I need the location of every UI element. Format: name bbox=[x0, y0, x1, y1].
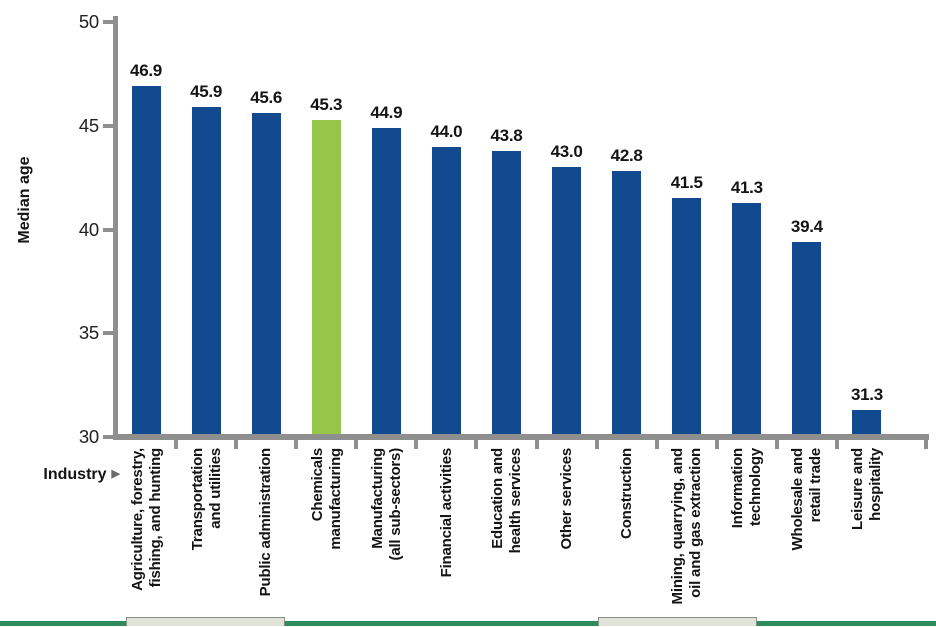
x-category-label-line: Leisure and bbox=[849, 448, 867, 530]
y-tick-label: 35 bbox=[78, 322, 99, 344]
bar-value-label: 41.3 bbox=[730, 177, 763, 197]
bar-value-label: 41.5 bbox=[670, 173, 703, 193]
x-category-label-text: Manufacturing (all sub-sectors) bbox=[369, 448, 404, 618]
x-category-label-text: Financial activities bbox=[438, 448, 456, 618]
bar bbox=[612, 171, 642, 434]
x-category-label-text: Wholesale and retail trade bbox=[789, 448, 824, 618]
x-category-label-line: (all sub-sectors) bbox=[386, 448, 404, 561]
bar-value-label: 45.9 bbox=[190, 82, 223, 102]
x-category-label-line: Financial activities bbox=[437, 448, 455, 578]
x-category-label-line: oil and gas extraction bbox=[686, 448, 704, 598]
x-category-label-line: Construction bbox=[617, 448, 635, 539]
footer-line bbox=[0, 621, 936, 626]
y-tick bbox=[103, 227, 113, 232]
bar bbox=[672, 198, 702, 434]
industry-arrow-icon: ▶ bbox=[111, 468, 120, 480]
footer-segment bbox=[126, 617, 285, 626]
bar-value-label: 39.4 bbox=[790, 216, 823, 236]
x-category-label-text: Agriculture, forestry, fishing, and hunti… bbox=[129, 448, 164, 618]
x-category-label-text: Mining, quarrying, and oil and gas extrac… bbox=[669, 448, 704, 618]
bar bbox=[552, 167, 582, 434]
bar bbox=[191, 107, 221, 434]
x-axis-title: Industry ▶ bbox=[20, 466, 120, 484]
x-category-label-text: Information technology bbox=[729, 448, 764, 618]
x-category-label-line: health services bbox=[506, 448, 524, 554]
x-category-label-line: Wholesale and bbox=[789, 448, 807, 551]
x-category-label-line: retail trade bbox=[806, 448, 824, 523]
x-category-label-line: Public administration bbox=[257, 448, 275, 597]
x-category-label-line: Manufacturing bbox=[368, 448, 386, 549]
y-axis-line bbox=[113, 16, 118, 440]
x-tick bbox=[294, 440, 299, 449]
y-tick bbox=[103, 435, 113, 439]
bar-value-label: 45.6 bbox=[250, 88, 283, 108]
x-category-label-line: manufacturing bbox=[326, 448, 344, 550]
bar-highlighted bbox=[311, 119, 341, 434]
x-tick bbox=[534, 440, 539, 449]
bar bbox=[852, 410, 882, 434]
x-tick bbox=[234, 440, 239, 449]
footer-segment bbox=[598, 617, 757, 626]
x-tick bbox=[924, 440, 928, 449]
bar-value-label: 45.3 bbox=[310, 94, 343, 114]
x-category-label-text: Leisure and hospitality bbox=[849, 448, 884, 618]
x-category-label-text: Chemicals manufacturing bbox=[309, 448, 344, 618]
x-category-label-line: Education and bbox=[488, 448, 506, 549]
x-category-label-line: Chemicals bbox=[308, 448, 326, 522]
x-category-label-line: Agriculture, forestry, bbox=[128, 448, 146, 591]
x-tick bbox=[594, 440, 599, 449]
bar bbox=[491, 150, 521, 434]
x-category-label-text: Construction bbox=[618, 448, 636, 618]
y-tick-label: 40 bbox=[78, 218, 99, 240]
x-axis-line bbox=[113, 434, 929, 440]
bar bbox=[131, 86, 161, 434]
x-category-label-line: Transportation bbox=[188, 448, 206, 551]
y-axis-title-text: Median age bbox=[16, 156, 33, 244]
y-tick-label: 50 bbox=[78, 11, 99, 32]
x-tick bbox=[414, 440, 419, 449]
y-tick bbox=[103, 123, 113, 128]
x-category-label-line: technology bbox=[746, 448, 764, 527]
y-tick-label: 45 bbox=[78, 114, 99, 136]
bar bbox=[732, 202, 762, 434]
bar-value-label: 44.0 bbox=[430, 121, 463, 141]
x-axis-title-text: Industry bbox=[43, 466, 107, 483]
bar-value-label: 42.8 bbox=[610, 146, 643, 166]
y-tick bbox=[103, 20, 113, 24]
bar bbox=[251, 113, 281, 434]
bar-value-label: 43.8 bbox=[490, 125, 523, 145]
bar bbox=[431, 146, 461, 434]
x-category-label-line: Mining, quarrying, and bbox=[669, 448, 687, 605]
x-category-label-line: and utilities bbox=[206, 448, 224, 529]
x-category-label-text: Education and health services bbox=[489, 448, 524, 618]
x-category-label-line: hospitality bbox=[866, 448, 884, 521]
bar-value-label: 43.0 bbox=[550, 142, 583, 162]
y-tick-label: 30 bbox=[78, 426, 99, 447]
x-tick bbox=[654, 440, 659, 449]
x-tick bbox=[174, 440, 179, 449]
x-tick bbox=[834, 440, 839, 449]
x-tick bbox=[474, 440, 479, 449]
bar-value-label: 31.3 bbox=[851, 385, 883, 405]
x-category-label-text: Public administration bbox=[257, 448, 275, 618]
x-tick bbox=[774, 440, 779, 449]
x-tick bbox=[714, 440, 719, 449]
x-category-label-line: fishing, and hunting bbox=[146, 448, 163, 588]
bar-value-label: 46.9 bbox=[130, 61, 162, 81]
x-category-label-line: Other services bbox=[557, 448, 575, 550]
bar-value-label: 44.9 bbox=[370, 102, 403, 122]
x-category-label-text: Transportation and utilities bbox=[189, 448, 224, 618]
bar bbox=[371, 127, 401, 434]
x-category-label-line: Information bbox=[729, 448, 747, 529]
y-tick bbox=[103, 331, 113, 336]
x-category-label-text: Other services bbox=[558, 448, 576, 618]
x-tick bbox=[354, 440, 359, 449]
bar bbox=[792, 241, 822, 434]
